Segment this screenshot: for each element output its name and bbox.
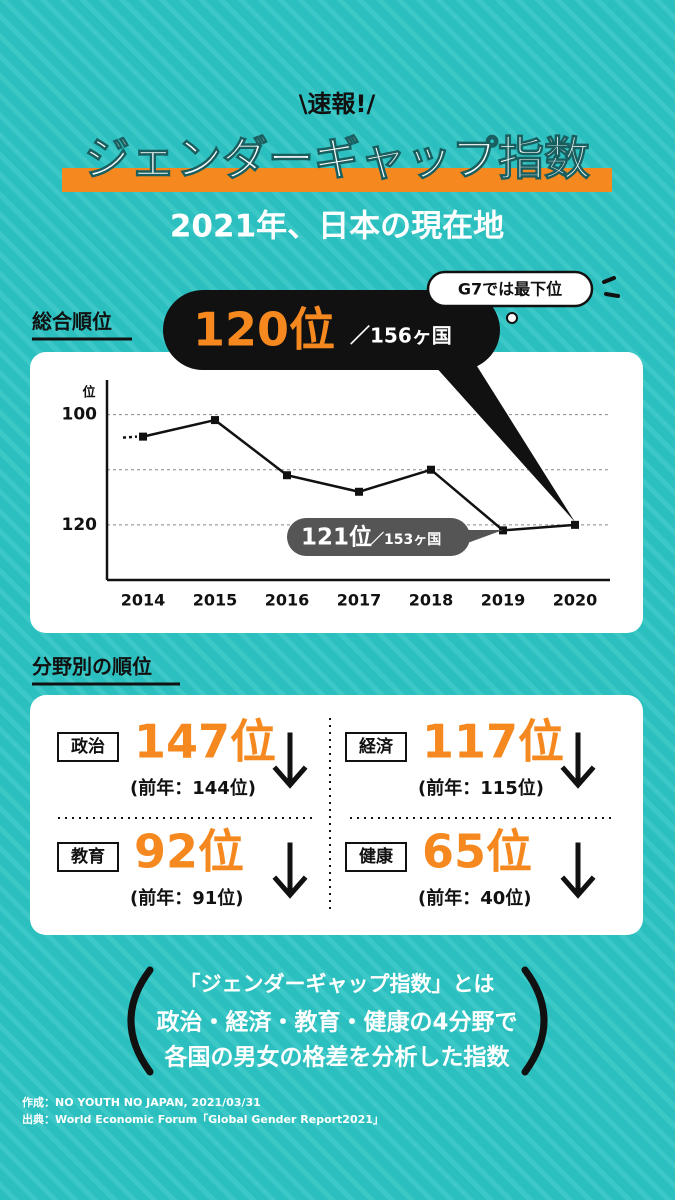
field-label: 経済 [359, 736, 394, 757]
current-rank: 120位 [193, 303, 335, 357]
field-previous: (前年：91位) [130, 887, 244, 909]
previous-total: ／153ヶ国 [370, 532, 441, 548]
field-list: 政治 147位 (前年：144位) 経済 117位 (前年：115位) 教育 92位 (前年：9… [57, 715, 596, 909]
title-highlight [62, 168, 612, 192]
data-point [427, 465, 435, 474]
down-arrow [272, 732, 308, 789]
subtitle: 2021年、日本の現在地 [170, 209, 504, 245]
down-arrow [272, 842, 308, 899]
field-label: 健康 [359, 846, 394, 867]
fields-card [30, 695, 643, 935]
credit: 出典：World Economic Forum「Global Gender Re… [22, 1112, 384, 1126]
x-tick-label: 2017 [337, 591, 382, 610]
data-point [283, 471, 291, 480]
field-previous: (前年：144位) [130, 777, 256, 799]
field-label-box [57, 842, 119, 872]
paren-left [127, 966, 154, 1076]
field-rank: 65位 [422, 825, 532, 879]
y-tick-label: 100 [62, 405, 98, 425]
section-heading: 分野別の順位 [32, 655, 152, 679]
explanation-line: 各国の男女の格差を分析した指数 [164, 1044, 511, 1071]
field-label: 政治 [71, 736, 105, 757]
down-arrow [560, 842, 596, 899]
field-previous: (前年：115位) [418, 777, 544, 799]
line-chart: 100 120 位 2014 2015 2016 2017 2018 2019 2020 [62, 380, 610, 610]
callout-bubble-2 [287, 518, 470, 556]
data-point [499, 526, 507, 535]
field-rank: 117位 [422, 715, 564, 769]
note-bubble [426, 270, 594, 308]
current-total: ／156ヶ国 [350, 324, 452, 348]
credit: 作成：NO YOUTH NO JAPAN, 2021/03/31 [22, 1095, 261, 1109]
field-previous: (前年：40位) [418, 887, 532, 909]
x-tick-label: 2016 [265, 591, 310, 610]
data-point [355, 487, 363, 496]
emphasis-marks [602, 276, 620, 298]
badge: \速報!/ [299, 90, 376, 118]
y-tick-label: 120 [62, 515, 98, 535]
down-arrow [560, 732, 596, 789]
x-tick-label: 2015 [193, 591, 238, 610]
title: ジェンダーギャップ指数 [84, 132, 590, 186]
g7-note: G7では最下位 [458, 280, 562, 299]
field-rank: 147位 [134, 715, 276, 769]
thought-dot [506, 312, 518, 324]
data-point [211, 416, 219, 425]
section-heading: 総合順位 [32, 310, 112, 334]
callout-bubble [163, 290, 500, 370]
data-point [571, 520, 579, 529]
data-point [139, 432, 147, 441]
explanation-line: 政治・経済・教育・健康の4分野で [156, 1009, 517, 1036]
y-axis-label: 位 [82, 385, 95, 401]
callout-tail-2 [462, 530, 503, 545]
x-tick-label: 2019 [481, 591, 526, 610]
callout-tail [425, 355, 575, 522]
field-label-box [345, 732, 407, 762]
x-tick-label: 2014 [121, 591, 166, 610]
x-tick-label: 2018 [409, 591, 454, 610]
lead-in [122, 435, 138, 439]
field-label: 教育 [70, 846, 105, 867]
paren-right [521, 966, 548, 1076]
field-label-box [57, 732, 119, 762]
field-label-box [345, 842, 407, 872]
x-tick-label: 2020 [553, 591, 598, 610]
field-rank: 92位 [134, 825, 244, 879]
previous-rank: 121位 [301, 524, 372, 551]
explanation-line: 「ジェンダーギャップ指数」とは [180, 972, 495, 996]
